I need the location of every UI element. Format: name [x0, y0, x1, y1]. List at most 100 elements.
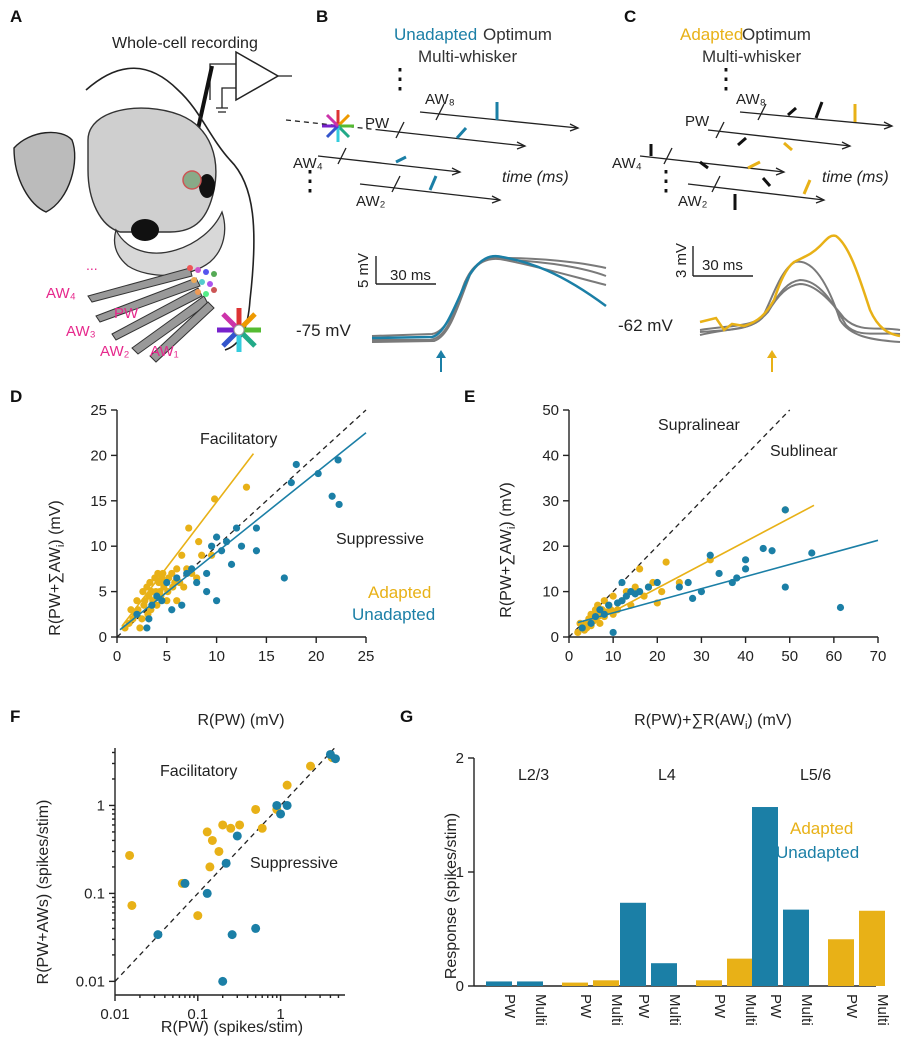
panel-d-unadapted-point [292, 460, 300, 469]
panel-a-title: Whole-cell recording [112, 35, 258, 52]
panel-g-category-label: Multi [742, 994, 759, 1026]
panel-d-adapted-point [163, 597, 171, 605]
panel-a: A Whole-cell recording [10, 7, 292, 363]
panel-d-unadapted-point [227, 560, 236, 568]
panel-g-bar-unadapted-multi [651, 963, 677, 986]
panel-e-unadapted-point [768, 547, 776, 555]
panel-f-ylabel: R(PW+AWs) (spikes/stim) [35, 800, 52, 985]
panel-d-unadapted-point [163, 578, 171, 587]
panel-d-adapted-point [136, 624, 144, 632]
panel-d-adapted-point [173, 597, 181, 605]
panel-d-adapted-point [133, 597, 141, 605]
panel-b-vdots: ⋮ [386, 63, 414, 94]
panel-e-x-tick-label: 0 [565, 648, 573, 665]
panel-d-adapted-point [185, 524, 193, 532]
label-aw4: AW₄ [46, 285, 76, 302]
svg-text:R(PW+∑AWi) (mV): R(PW+∑AWi) (mV) [498, 482, 518, 617]
panel-d-ylabel: R(PW+∑AWi) (mV) [47, 500, 67, 635]
panel-e-adapted-point [636, 565, 644, 573]
panel-d-unadapted-point [237, 542, 246, 550]
panel-f-unadapted-point [227, 930, 237, 940]
panel-d-unadapted-point [158, 597, 166, 605]
panel-g-bar-unadapted-multi [783, 909, 809, 986]
panel-g-category-label: Multi [608, 994, 625, 1026]
panel-b-scale-bar [375, 256, 436, 285]
panel-g-bar-adapted-pw [562, 982, 588, 986]
panel-d-unadapted-point [145, 615, 153, 623]
panel-f-unadapted-point [232, 831, 242, 841]
panel-e-unadapted-point [600, 610, 608, 618]
panel-f-unadapted-point [282, 800, 292, 810]
panel-d-adapted-point [180, 583, 188, 591]
panel-d-letter: D [10, 387, 22, 406]
panel-e-unadapted-point [636, 588, 644, 596]
panel-g-bar-adapted-pw [828, 939, 854, 986]
amplifier-wiring [209, 63, 292, 113]
panel-g-ylabel: Response (spikes/stim) [443, 813, 460, 979]
panel-f-adapted-point [193, 911, 203, 921]
panel-f-x-tick-label: 0.01 [100, 1006, 129, 1023]
panel-g-category-label: PW [501, 994, 518, 1019]
panel-d-x-tick-label: 0 [113, 648, 121, 665]
panel-g-y-tick-label: 2 [456, 750, 464, 767]
panel-g-bar-adapted-multi [859, 910, 885, 986]
panel-g-bar-adapted-pw [696, 980, 722, 986]
panel-g-bar-unadapted-pw [620, 902, 646, 986]
panel-e-unadapted-fit-line [577, 539, 879, 624]
panel-e-x-tick-label: 60 [826, 648, 843, 665]
panel-e-unadapted-point [591, 612, 600, 621]
panel-e-x-tick-label: 10 [605, 648, 622, 665]
panel-b-letter: B [316, 7, 328, 26]
panel-d-unadapted-point [287, 479, 295, 487]
panel-b-aw8: AW₈ [425, 91, 455, 108]
panel-e-adapted-point [609, 592, 617, 600]
panel-b-pw: PW [365, 115, 390, 132]
brain-icon [87, 107, 217, 233]
panel-d-unadapted-point [252, 547, 261, 555]
ear-icon [13, 131, 76, 213]
svg-text:R(PW)+∑R(AWi) (mV): R(PW)+∑R(AWi) (mV) [634, 712, 792, 732]
panel-e-adapted-point [640, 592, 648, 600]
panel-d-unadapted-point [334, 456, 342, 464]
panel-d-unadapted-point [203, 588, 211, 596]
panel-d-adapted-point [159, 569, 167, 578]
panel-e: E R(PW+∑AWi) (mV) R(PW)+∑R(AWi) (mV) Sup… [464, 387, 886, 732]
panel-g-group-l4: L4 [658, 767, 676, 784]
panel-f-y-tick-label: 0.01 [76, 973, 105, 990]
panel-f: F R(PW+AWs) (spikes/stim) R(PW) (spikes/… [10, 707, 345, 1036]
panel-f-adapted-point [205, 862, 215, 872]
label-aw3: AW₃ [66, 323, 96, 340]
panel-c-stim-arrowhead [767, 350, 777, 358]
svg-text:R(PW+∑AWi) (mV): R(PW+∑AWi) (mV) [47, 500, 67, 635]
panel-c-letter: C [624, 7, 636, 26]
panel-e-unadapted-point [587, 619, 595, 627]
panel-d-unadapted-point [193, 578, 201, 587]
panel-d-unadapted-point [148, 601, 156, 609]
panel-d-unadapted-point [213, 533, 221, 541]
panel-d-unadapted-point [314, 469, 322, 478]
panel-d-unadapted-point [232, 524, 241, 532]
panel-b-deflection-arrows [395, 102, 499, 191]
panel-b-subtitle: Multi-whisker [418, 47, 518, 66]
panel-f-plot: 0.01 0.1 1 0.01 0.1 1 [76, 747, 345, 1023]
panel-f-unadapted-point [180, 878, 190, 888]
panel-e-unadapted-point [759, 544, 767, 553]
panel-e-unadapted-point [609, 628, 617, 637]
panel-d-y-tick-label: 10 [90, 538, 107, 555]
panel-d-x-tick-label: 10 [208, 648, 225, 665]
panel-c: C Adapted Optimum Multi-whisker ⋮ AW₈ PW… [612, 7, 901, 372]
panel-e-unadapted-point [653, 578, 661, 587]
panel-b-title-colored: Unadapted [394, 25, 477, 44]
panel-f-adapted-point [218, 820, 228, 830]
panel-b-stim-arrowhead [436, 350, 446, 358]
panel-d-unadapted-point [168, 606, 176, 614]
label-aw2: AW₂ [100, 343, 130, 360]
panel-d-x-tick-label: 5 [163, 648, 171, 665]
panel-f-unadapted-point [202, 888, 212, 898]
panel-d-y-tick-label: 25 [90, 402, 107, 419]
panel-f-unadapted-point [153, 930, 163, 940]
panel-e-unadapted-point [715, 569, 723, 578]
panel-c-adapted-trace [699, 234, 901, 338]
panel-c-title-rest: Optimum [742, 25, 811, 44]
panel-g-letter: G [400, 707, 413, 726]
